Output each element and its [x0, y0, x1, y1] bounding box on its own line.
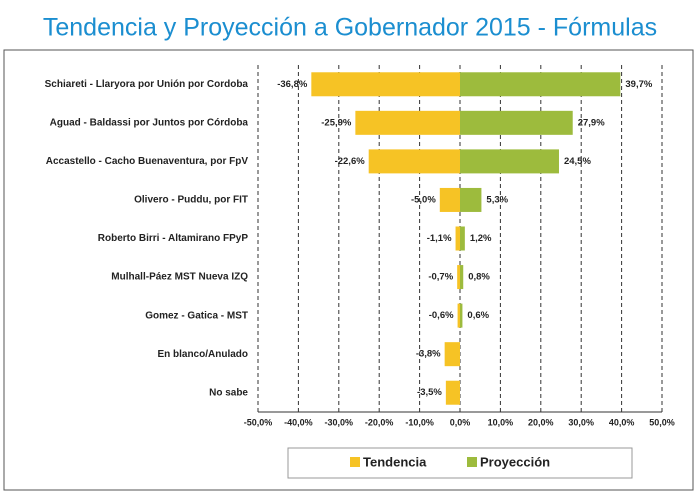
bar: [460, 72, 621, 97]
bar: [368, 149, 460, 174]
category-label: Aguad - Baldassi por Juntos por Córdoba: [50, 117, 249, 128]
legend-text: Proyección: [480, 454, 550, 469]
category-label: Accastello - Cacho Buenaventura, por FpV: [46, 156, 249, 167]
data-label: -36,8%: [277, 79, 308, 90]
x-tick-label: -40,0%: [284, 417, 313, 427]
data-label: 39,7%: [625, 79, 652, 90]
legend-swatch: [350, 457, 360, 467]
x-tick-label: 0,0%: [450, 417, 471, 427]
data-label: 0,8%: [468, 272, 490, 283]
data-label: 27,9%: [578, 117, 605, 128]
data-label: 1,2%: [470, 233, 492, 244]
category-label: Mulhall-Páez MST Nueva IZQ: [111, 272, 248, 283]
bar: [460, 187, 482, 212]
data-label: -0,6%: [429, 310, 454, 321]
bar: [460, 303, 463, 328]
category-label: Schiareti - Llaryora por Unión por Cordo…: [45, 79, 249, 90]
x-tick-label: 40,0%: [609, 417, 635, 427]
data-label: -3,5%: [417, 387, 442, 398]
data-label: -22,6%: [335, 156, 366, 167]
bar: [455, 226, 460, 251]
category-label: Gomez - Gatica - MST: [145, 310, 248, 321]
x-tick-label: -30,0%: [325, 417, 354, 427]
bar: [460, 265, 464, 290]
data-label: -3,8%: [416, 349, 441, 360]
data-label: -5,0%: [411, 194, 436, 205]
data-label: -1,1%: [427, 233, 452, 244]
bar: [457, 303, 460, 328]
x-tick-label: 50,0%: [649, 417, 675, 427]
data-label: -0,7%: [428, 272, 453, 283]
bar: [311, 72, 460, 97]
chart-frame: [3, 49, 694, 491]
x-tick-label: 20,0%: [528, 417, 554, 427]
x-tick-label: 30,0%: [568, 417, 594, 427]
legend-text: Tendencia: [363, 454, 427, 469]
data-label: 5,3%: [486, 194, 508, 205]
bar: [460, 226, 465, 251]
x-tick-label: -10,0%: [405, 417, 434, 427]
x-tick-label: -20,0%: [365, 417, 394, 427]
legend-swatch: [467, 457, 477, 467]
bar: [444, 342, 460, 367]
bar: [460, 149, 559, 174]
category-label: Roberto Birri - Altamirano FPyP: [98, 233, 249, 244]
bar: [457, 265, 460, 290]
data-label: 24,5%: [564, 156, 591, 167]
chart-title: Tendencia y Proyección a Gobernador 2015…: [43, 14, 657, 42]
data-label: 0,6%: [467, 310, 489, 321]
category-label: Olivero - Puddu, por FIT: [134, 195, 248, 206]
bar: [445, 380, 460, 405]
x-tick-label: -50,0%: [244, 417, 273, 427]
bar: [439, 187, 460, 212]
category-label: En blanco/Anulado: [157, 349, 248, 360]
category-label: No sabe: [209, 387, 248, 398]
data-label: -25,9%: [321, 117, 352, 128]
bar: [460, 110, 573, 135]
legend-box: [287, 447, 633, 479]
x-tick-label: 10,0%: [488, 417, 514, 427]
bar: [355, 110, 460, 135]
